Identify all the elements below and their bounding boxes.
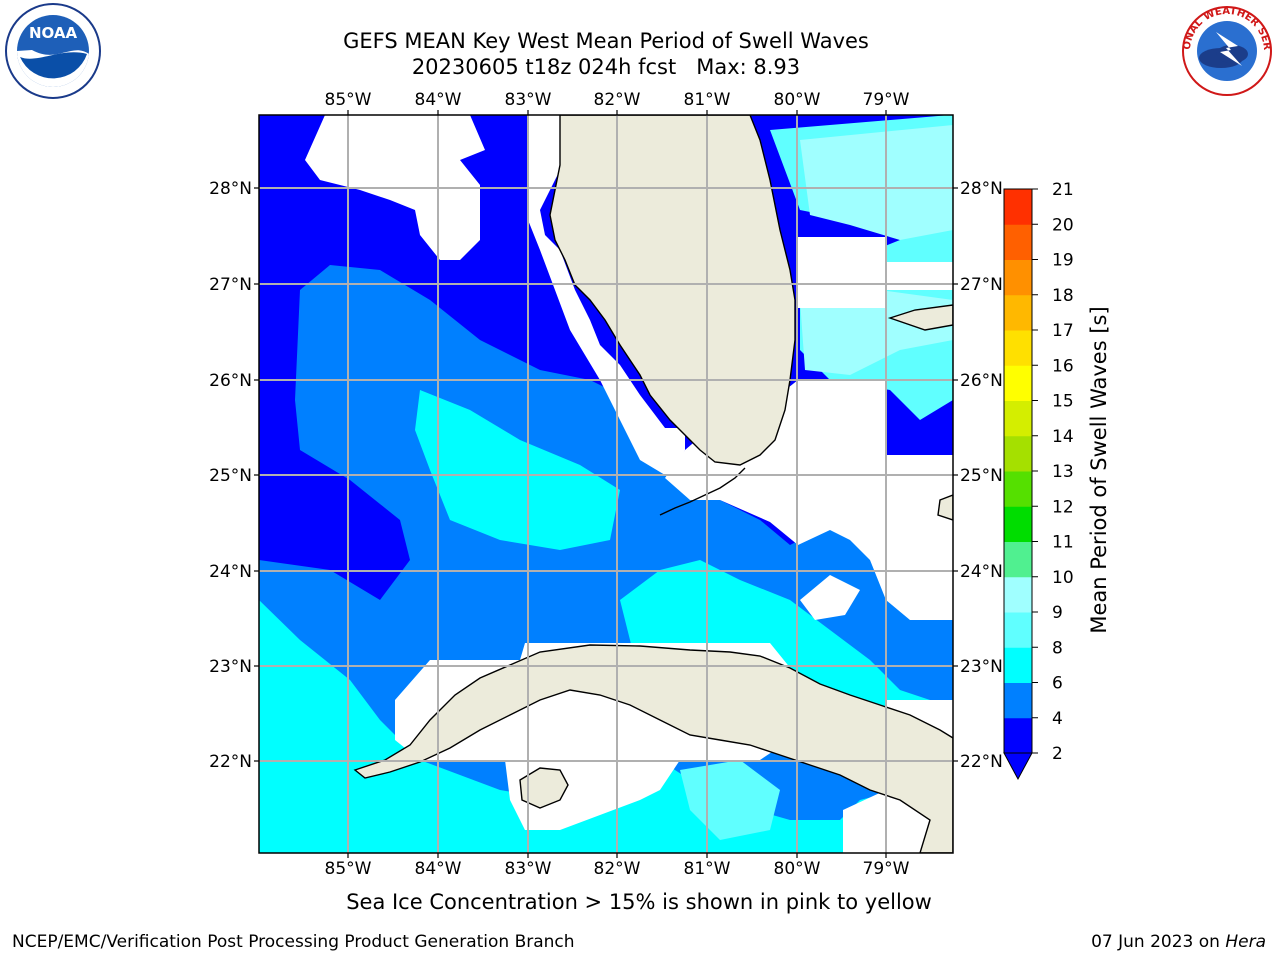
missing-region-florida-coast [528,115,685,478]
lon-label-bottom: 83°W [505,859,552,879]
map-plot-area [259,115,953,853]
lon-label-bottom: 82°W [594,859,641,879]
contour-4-6s [415,390,620,550]
colorbar-tick-label: 2 [1052,744,1063,764]
colorbar-swatch [1004,647,1032,683]
colorbar-tick-label: 18 [1052,286,1074,306]
lat-label-left: 26°N [209,371,252,391]
colorbar-swatch [1004,717,1032,754]
colorbar-tick-label: 15 [1052,392,1074,412]
colorbar-swatch [1004,294,1032,331]
lon-label-top: 82°W [594,90,641,110]
lat-label-left: 25°N [209,466,252,486]
lat-label-left: 28°N [209,179,252,199]
lat-label-left: 23°N [209,657,252,677]
lon-label-top: 83°W [505,90,552,110]
sea-ice-note: Sea Ice Concentration > 15% is shown in … [346,890,932,914]
colorbar-swatch [1004,189,1032,225]
colorbar-label: Mean Period of Swell Waves [s] [1087,306,1111,633]
lat-label-right: 24°N [960,562,1003,582]
lon-label-top: 81°W [684,90,731,110]
lon-label-bottom: 85°W [325,859,372,879]
lat-label-right: 25°N [960,466,1003,486]
lat-label-left: 24°N [209,562,252,582]
colorbar-tick-label: 4 [1052,709,1063,729]
colorbar-swatch [1004,224,1032,260]
contour-6-8s-south [680,760,780,840]
lon-label-bottom: 79°W [863,859,910,879]
colorbar-swatch [1004,259,1032,296]
lat-label-right: 28°N [960,179,1003,199]
footer-branch: NCEP/EMC/Verification Post Processing Pr… [12,932,575,952]
colorbar-min-extension [1003,752,1033,781]
colorbar-swatch [1004,435,1032,472]
colorbar-swatch [1004,682,1032,719]
colorbar-tick-label: 19 [1052,251,1074,271]
colorbar-tick-label: 20 [1052,215,1074,235]
noaa-logo: NOAA [5,3,101,99]
lat-label-right: 27°N [960,275,1003,295]
florida-land [549,115,796,466]
colorbar-tick-label: 10 [1052,568,1074,588]
colorbar-swatch [1004,506,1032,542]
bahamas-islands [887,304,953,521]
colorbar: 2 4 6 8 9 10 11 12 13 14 15 16 17 18 19 20 21 [1003,180,1074,781]
colorbar-tick-label: 16 [1052,356,1074,376]
lon-label-bottom: 84°W [415,859,462,879]
lat-label-right: 23°N [960,657,1003,677]
footer-host: Hera [1225,932,1266,952]
colorbar-tick-label: 13 [1052,462,1074,482]
colorbar-tick-label: 17 [1052,321,1074,341]
lat-label-left: 22°N [209,752,252,772]
lon-label-bottom: 80°W [774,859,821,879]
colorbar-tick-label: 6 [1052,674,1063,694]
colorbar-tick-label: 9 [1052,603,1063,623]
colorbar-tick-label: 12 [1052,497,1074,517]
lon-label-top: 85°W [325,90,372,110]
missing-region-ne [798,237,953,308]
chart-title: GEFS MEAN Key West Mean Period of Swell … [343,29,869,53]
map-frame [258,114,954,854]
map-tick-marks [254,110,958,858]
colorbar-swatch [1004,365,1032,401]
contour-8-9s-east [800,125,953,240]
colorbar-swatch [1004,541,1032,578]
colorbar-swatch [1004,330,1032,366]
lon-label-top: 84°W [415,90,462,110]
colorbar-swatch [1004,576,1032,613]
missing-region-patch [800,575,860,620]
lat-label-left: 27°N [209,275,252,295]
isle-of-youth [519,767,569,809]
lat-label-right: 26°N [960,371,1003,391]
contour-4-6s-south [259,600,953,853]
colorbar-tick-label: 11 [1052,533,1074,553]
footer-date: 07 Jun 2023 on Hera [1091,932,1266,952]
lat-label-right: 22°N [960,752,1003,772]
chart-subtitle-run: 20230605 t18z 024h fcst Max: 8.93 [411,55,801,79]
cuba-land [353,644,953,853]
nws-logo: NATIONAL WEATHER SERVICE [1176,2,1274,98]
map-gridlines [259,115,953,853]
colorbar-swatch [1004,400,1032,437]
noaa-logo-text: NOAA [29,24,78,42]
colorbar-swatch [1004,612,1032,648]
footer-date-text: 07 Jun 2023 on [1091,932,1220,952]
lon-label-top: 79°W [863,90,910,110]
colorbar-tick-label: 21 [1052,180,1074,200]
colorbar-tick-label: 14 [1052,427,1074,447]
lon-label-top: 80°W [774,90,821,110]
florida-keys [659,467,746,516]
lon-label-bottom: 81°W [684,859,731,879]
colorbar-swatch [1004,471,1032,507]
colorbar-tick-label: 8 [1052,638,1063,658]
